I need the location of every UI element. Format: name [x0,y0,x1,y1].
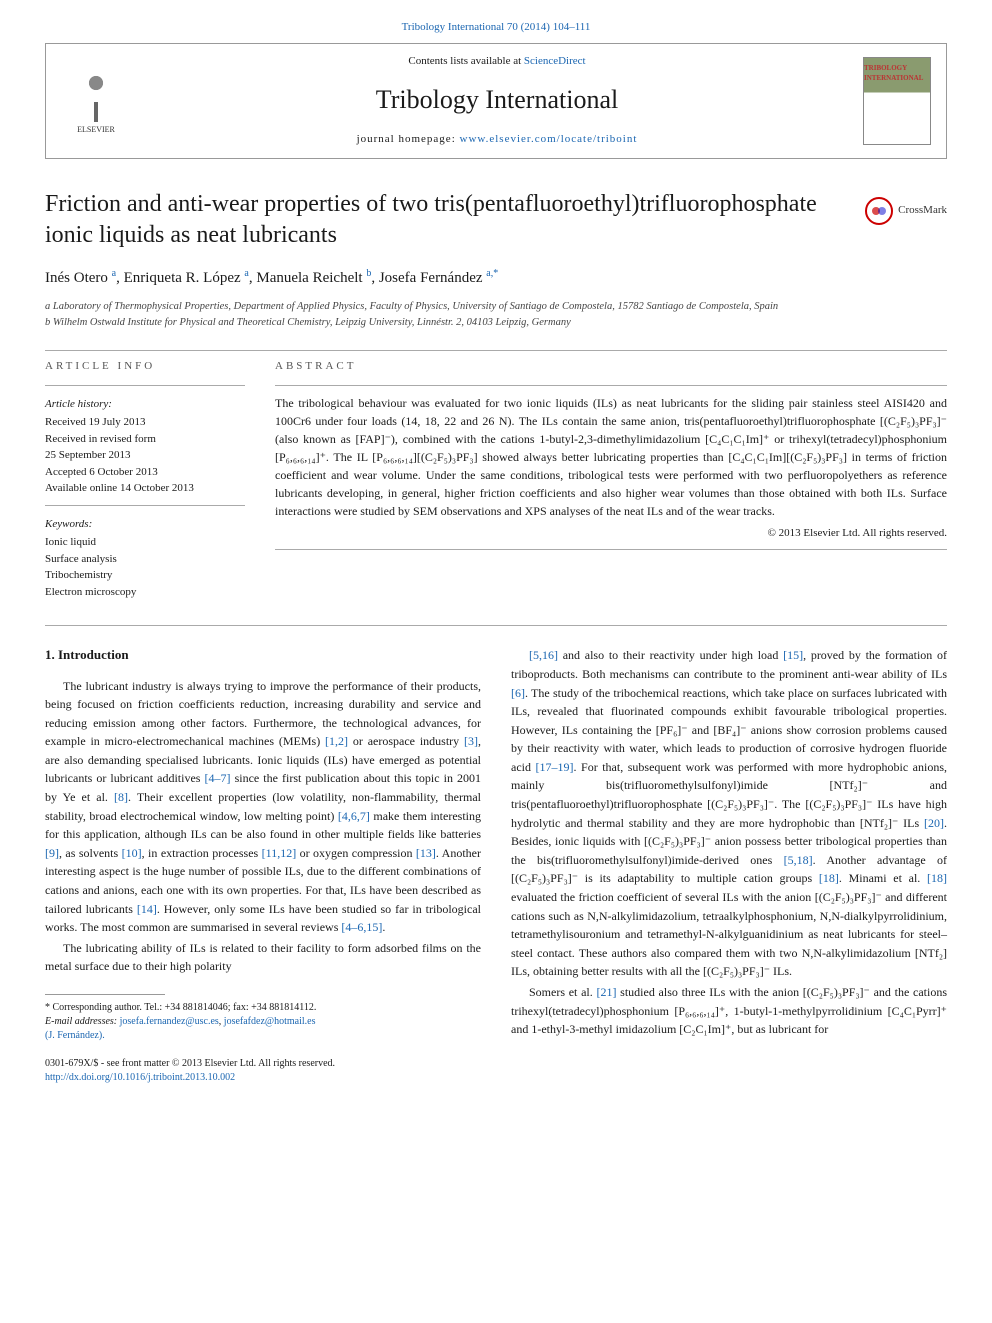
divider [45,505,245,506]
citation-link[interactable]: [18] [927,871,947,885]
elsevier-tree-icon [71,67,121,122]
header-center: Contents lists available at ScienceDirec… [131,54,863,147]
body-paragraph: Somers et al. [21] studied also three IL… [511,983,947,1039]
authors: Inés Otero a, Enriqueta R. López a, Manu… [45,267,947,289]
contents-line: Contents lists available at ScienceDirec… [131,54,863,69]
title-text: Friction and anti-wear properties of two… [45,191,817,248]
history-item: Received in revised form [45,431,245,448]
homepage-prefix: journal homepage: [357,133,460,145]
section-number: 1. [45,647,55,662]
body-paragraph: The lubricating ability of ILs is relate… [45,939,481,976]
citation-link[interactable]: [6] [511,686,525,700]
citation-link[interactable]: [4–6,15] [341,920,382,934]
citation-link[interactable]: [9] [45,846,59,860]
citation-link[interactable]: [13] [416,846,436,860]
sciencedirect-link[interactable]: ScienceDirect [524,55,586,67]
citation-link[interactable]: [14] [137,902,157,916]
keyword-item: Tribochemistry [45,567,245,584]
body-paragraph: [5,16] and also to their reactivity unde… [511,646,947,981]
keyword-item: Ionic liquid [45,534,245,551]
article-info-column: ARTICLE INFO Article history: Received 1… [45,359,245,600]
citation-link[interactable]: [20] [924,816,944,830]
citation-link[interactable]: [1,2] [325,734,348,748]
citation-link[interactable]: [11,12] [262,846,297,860]
homepage-link[interactable]: www.elsevier.com/locate/triboint [460,133,638,145]
email-link-1[interactable]: josefa.fernandez@usc.es [120,1016,219,1027]
footnotes: * Corresponding author. Tel.: +34 881814… [45,1001,481,1043]
homepage-line: journal homepage: www.elsevier.com/locat… [131,132,863,147]
divider [45,350,947,351]
footnote-separator [45,994,165,995]
affiliations: a Laboratory of Thermophysical Propertie… [45,299,947,331]
journal-cover-thumbnail: TRIBOLOGY INTERNATIONAL [863,57,931,145]
contents-prefix: Contents lists available at [408,55,523,67]
history-item: Available online 14 October 2013 [45,480,245,497]
publisher-name: ELSEVIER [77,124,115,135]
body-text-right: [5,16] and also to their reactivity unde… [511,646,947,1038]
abstract-text: The tribological behaviour was evaluated… [275,394,947,520]
divider [45,625,947,626]
history-item: 25 September 2013 [45,447,245,464]
citation-link[interactable]: [4–7] [205,771,231,785]
keywords-block: Keywords: Ionic liquidSurface analysisTr… [45,516,245,601]
citation-link[interactable]: [10] [122,846,142,860]
abstract-label: ABSTRACT [275,359,947,374]
citation-link[interactable]: [15] [783,648,803,662]
crossmark-label: CrossMark [898,203,947,217]
citation-link[interactable]: [17–19] [536,760,574,774]
right-column: [5,16] and also to their reactivity unde… [511,646,947,1085]
section-heading: 1. Introduction [45,646,481,664]
affiliation-b: b Wilhelm Ostwald Institute for Physical… [45,315,947,331]
keyword-item: Electron microscopy [45,584,245,601]
divider [275,549,947,550]
issn-line: 0301-679X/$ - see front matter © 2013 El… [45,1057,481,1071]
cover-text: TRIBOLOGY INTERNATIONAL [864,64,930,84]
citation-link[interactable]: [18] [819,871,839,885]
section-title: Introduction [58,647,129,662]
footer: 0301-679X/$ - see front matter © 2013 El… [45,1057,481,1085]
email-label: E-mail addresses: [45,1016,120,1027]
journal-name: Tribology International [131,82,863,118]
body-paragraph: The lubricant industry is always trying … [45,677,481,937]
abstract-column: ABSTRACT The tribological behaviour was … [275,359,947,600]
citation-link[interactable]: [8] [114,790,128,804]
history-heading: Article history: [45,396,245,413]
body-text-left: The lubricant industry is always trying … [45,677,481,977]
history-item: Accepted 6 October 2013 [45,464,245,481]
top-citation: Tribology International 70 (2014) 104–11… [45,20,947,35]
citation-link[interactable]: Tribology International 70 (2014) 104–11… [402,21,591,33]
keywords-heading: Keywords: [45,516,245,533]
citation-link[interactable]: [21] [596,985,616,999]
article-history: Article history: Received 19 July 2013Re… [45,396,245,497]
keyword-item: Surface analysis [45,551,245,568]
divider [45,385,245,386]
citation-link[interactable]: [5,16] [529,648,558,662]
article-title: Friction and anti-wear properties of two… [45,189,947,251]
article-info-label: ARTICLE INFO [45,359,245,374]
email-name: (J. Fernández). [45,1029,481,1043]
email-link-2[interactable]: josefafdez@hotmail.es [224,1016,316,1027]
corresponding-author: * Corresponding author. Tel.: +34 881814… [45,1001,481,1015]
citation-link[interactable]: [3] [464,734,478,748]
info-abstract-row: ARTICLE INFO Article history: Received 1… [45,359,947,600]
affiliation-a: a Laboratory of Thermophysical Propertie… [45,299,947,315]
doi-link[interactable]: http://dx.doi.org/10.1016/j.triboint.201… [45,1072,235,1083]
abstract-copyright: © 2013 Elsevier Ltd. All rights reserved… [275,526,947,541]
citation-link[interactable]: [5,18] [784,853,813,867]
email-line: E-mail addresses: josefa.fernandez@usc.e… [45,1015,481,1029]
body-columns: 1. Introduction The lubricant industry i… [45,646,947,1085]
divider [275,385,947,386]
left-column: 1. Introduction The lubricant industry i… [45,646,481,1085]
history-item: Received 19 July 2013 [45,414,245,431]
journal-header: ELSEVIER Contents lists available at Sci… [45,43,947,158]
crossmark-badge[interactable]: CrossMark [865,197,947,225]
email-name-link[interactable]: (J. Fernández). [45,1030,105,1041]
crossmark-icon [865,197,893,225]
citation-link[interactable]: [4,6,7] [338,809,370,823]
elsevier-logo: ELSEVIER [61,58,131,143]
